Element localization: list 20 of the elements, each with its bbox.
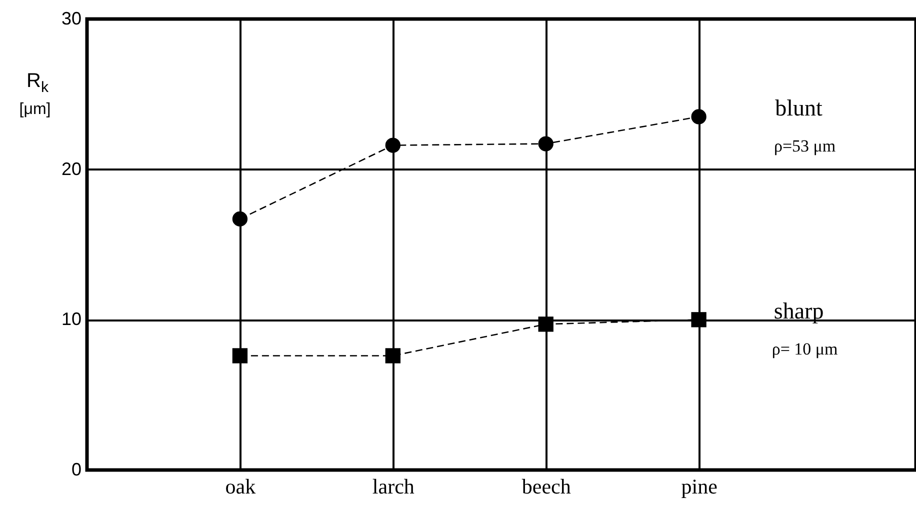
point [232, 211, 248, 227]
x-tick-label: pine [681, 474, 718, 498]
x-tick-label: oak [225, 474, 256, 498]
text: sharp [774, 298, 824, 324]
y-tick-label: 0 [71, 460, 82, 480]
y-tick-label: 30 [61, 8, 82, 28]
point [691, 109, 706, 124]
x-tick-label: beech [522, 474, 572, 498]
text: blunt [775, 96, 824, 121]
point [691, 312, 706, 328]
y-tick-label: 10 [61, 309, 82, 330]
annotation: ρ=53 μm [774, 136, 836, 156]
point [538, 136, 554, 152]
point [385, 348, 400, 364]
x-tick-label: larch [372, 474, 415, 498]
point [385, 138, 400, 153]
point [232, 348, 248, 364]
point [538, 316, 554, 332]
annotation: ρ= 10 μm [772, 340, 838, 359]
y-tick-label: 20 [61, 158, 82, 179]
